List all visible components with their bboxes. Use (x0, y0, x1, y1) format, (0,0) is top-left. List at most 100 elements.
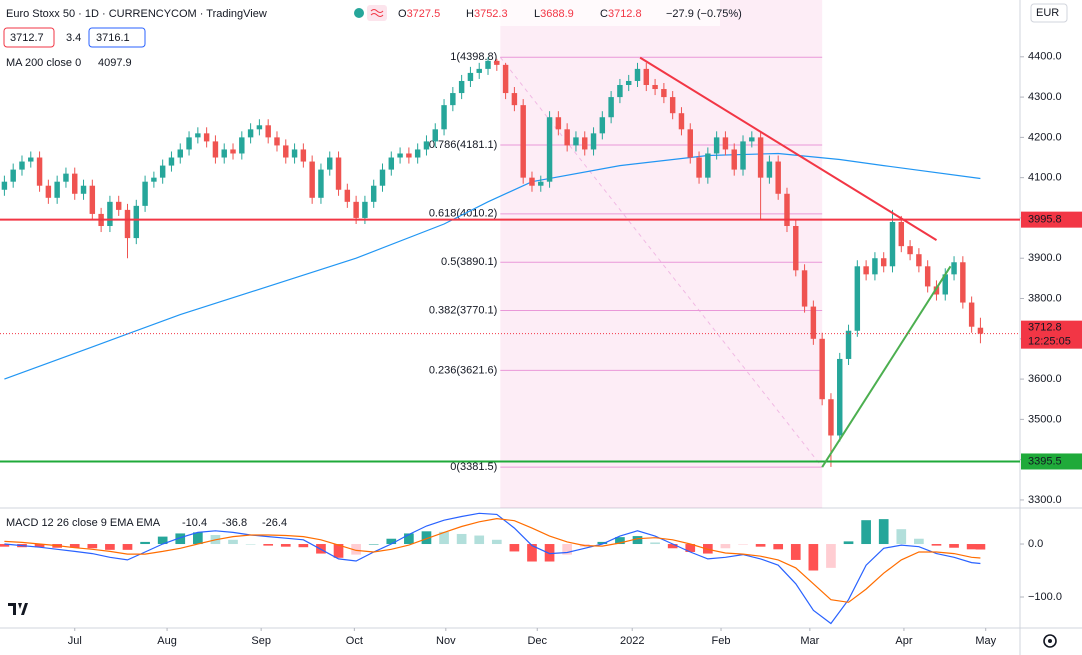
price-label-box (1021, 211, 1082, 228)
macd-histogram-bar (280, 544, 291, 547)
y-tick-label: 4100.0 (1028, 172, 1062, 184)
candle-body (661, 89, 667, 98)
macd-histogram-bar (808, 544, 819, 571)
macd-histogram-bar (896, 529, 907, 545)
candle-body (696, 157, 702, 178)
macd-histogram-bar (404, 533, 414, 545)
ohlc-value: 3688.9 (540, 8, 574, 20)
candle-body (608, 97, 614, 118)
y-tick-label: 4400.0 (1028, 51, 1062, 63)
sell-box[interactable] (3, 27, 55, 48)
price-label-box (1021, 453, 1082, 470)
macd-histogram-bar (562, 544, 572, 555)
macd-histogram-bar (773, 544, 784, 550)
candle-body (151, 177, 157, 182)
fib-trend (499, 56, 823, 468)
candle-body (599, 117, 606, 134)
candle-body (327, 157, 333, 170)
candle-body (291, 149, 298, 158)
candle-body (933, 286, 940, 295)
macd-histogram-bar (105, 544, 115, 550)
candle-body (872, 258, 878, 275)
candle-body (10, 169, 16, 182)
ohlc-label: C (600, 8, 608, 20)
ohlc-label: L (534, 8, 540, 20)
macd-histogram-bar (790, 544, 801, 560)
macd-histogram-bar (421, 531, 432, 545)
candle-body (159, 165, 166, 178)
macd-histogram-bar (386, 538, 397, 545)
macd-histogram-bar (949, 544, 959, 548)
candle-body (485, 60, 491, 69)
macd-histogram-bar (87, 544, 98, 549)
candle-body (722, 137, 729, 150)
buy-box[interactable] (88, 27, 146, 48)
candle-body (749, 137, 755, 142)
macd-histogram-bar (157, 536, 168, 545)
signal-line (4, 517, 981, 603)
buy-price: 3716.1 (96, 32, 130, 44)
candle-body (476, 68, 482, 73)
candle-body (705, 153, 711, 178)
settings-icon[interactable] (1043, 634, 1057, 648)
y-tick-label: 3800.0 (1028, 292, 1062, 304)
ohlc-label: O (398, 8, 407, 20)
ohlc-value: 3727.5 (407, 8, 441, 20)
fib-label: 0.382(3770.1) (429, 304, 498, 316)
macd-histogram-bar (914, 538, 924, 545)
macd-histogram-bar (298, 544, 309, 548)
macd-histogram-bar (861, 520, 871, 545)
macd-histogram-bar (632, 536, 643, 545)
ohlc-item: O3727.5 (398, 8, 440, 20)
candle-body (177, 149, 183, 158)
macd-histogram-bar (228, 539, 238, 545)
macd-histogram-bar (0, 544, 10, 547)
candle-body (960, 262, 966, 303)
candle-body (924, 266, 931, 287)
ohlc-item: H3752.3 (466, 8, 508, 20)
ohlc-item: C3712.8 (600, 8, 642, 20)
macd-histogram-bar (527, 544, 537, 562)
candle-body (168, 157, 175, 166)
macd-hist-value: -10.4 (182, 517, 207, 529)
y-tick-label: 0.0 (1028, 538, 1043, 550)
candle-body (133, 205, 140, 239)
x-tick-label: May (975, 635, 996, 647)
candle-body (388, 157, 395, 170)
candle-body (784, 193, 790, 227)
x-tick-label: Mar (800, 635, 819, 647)
candle-body (617, 85, 623, 98)
macd-histogram-bar (333, 544, 344, 558)
y-tick-label: 3900.0 (1028, 252, 1062, 264)
macd-histogram-bar (263, 544, 274, 546)
candle-body (538, 181, 544, 186)
candle-body (45, 185, 52, 198)
candle-body (230, 149, 236, 154)
settings-hub[interactable] (1048, 639, 1052, 643)
macd-histogram-bar (615, 537, 625, 545)
macd-histogram-bar (34, 544, 45, 548)
x-tick-label: Nov (436, 635, 456, 647)
trend-line (821, 265, 952, 468)
macd-histogram-bar (966, 544, 977, 550)
moving-average (4, 152, 981, 380)
y-tick-label: 4200.0 (1028, 131, 1062, 143)
candle-body (458, 80, 465, 94)
last-price-box (1021, 320, 1082, 349)
x-tick-label: Feb (712, 635, 731, 647)
x-tick-label: Dec (527, 635, 547, 647)
candle-body (115, 201, 122, 210)
currency-box[interactable] (1030, 3, 1068, 23)
candle-body (582, 137, 588, 150)
candle-body (793, 226, 799, 271)
macd-histogram-bar (720, 544, 731, 549)
macd-histogram-bar (826, 544, 836, 568)
fib-label: 1(4398.8) (450, 51, 497, 63)
candle-body (256, 125, 263, 130)
macd-histogram-bar (245, 544, 256, 545)
macd-histogram-bar (667, 544, 678, 549)
ohlc-value: 3712.8 (608, 8, 642, 20)
candle-body (740, 141, 746, 170)
candle-body (265, 125, 271, 138)
